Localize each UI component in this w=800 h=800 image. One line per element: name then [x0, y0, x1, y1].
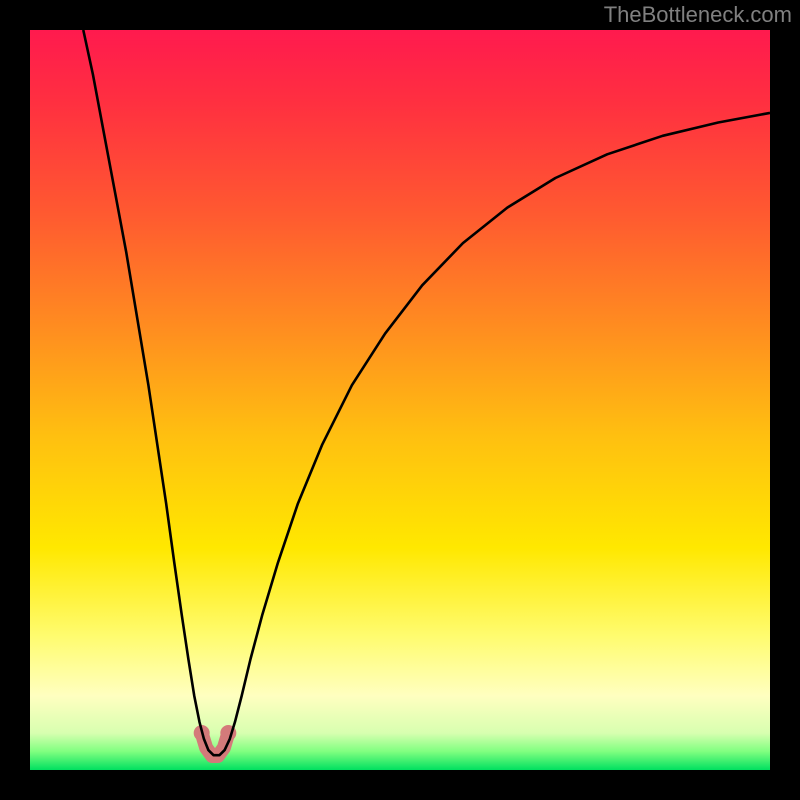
plot-gradient-area [30, 30, 770, 770]
chart-container: TheBottleneck.com [0, 0, 800, 800]
bottleneck-chart [0, 0, 800, 800]
watermark-text: TheBottleneck.com [604, 2, 792, 28]
